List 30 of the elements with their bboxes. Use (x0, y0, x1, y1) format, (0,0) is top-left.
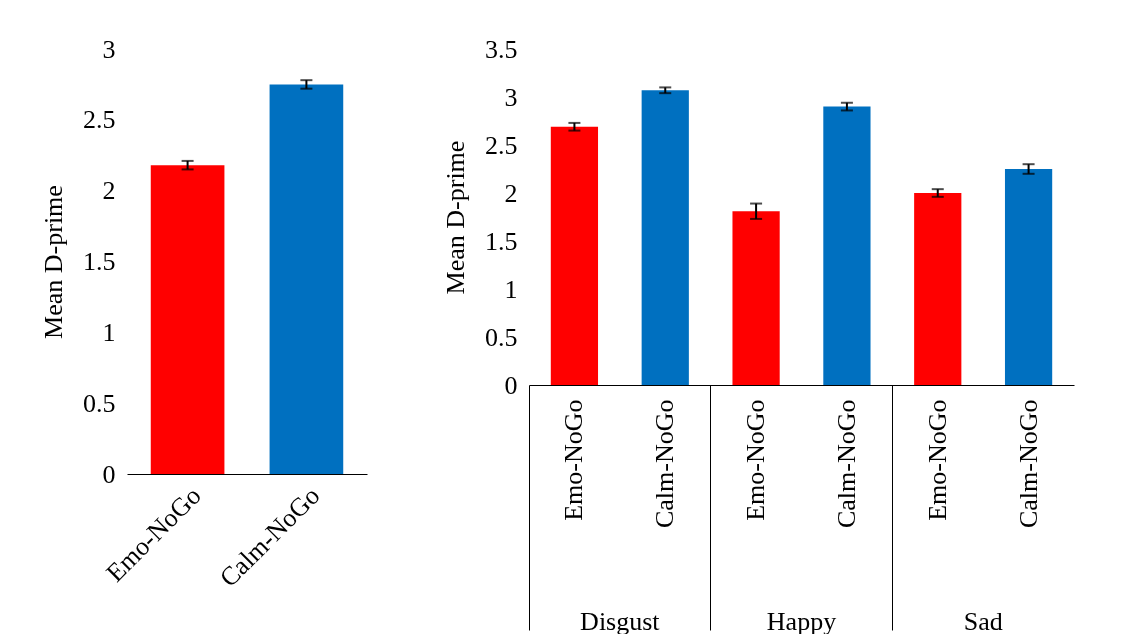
bar (732, 211, 780, 385)
x-tick-label: Calm-NoGo (650, 399, 680, 529)
y-tick-label: 1.5 (83, 247, 116, 276)
y-tick-label: 1.5 (485, 226, 518, 256)
x-tick-label: Calm-NoGo (1013, 399, 1043, 529)
bar (641, 90, 689, 385)
bar (823, 106, 871, 385)
y-axis-title: Mean D-prime (441, 140, 470, 295)
y-tick-label: 2.5 (83, 105, 116, 135)
y-tick-label: 0.5 (83, 388, 116, 418)
y-tick-label: 2 (102, 176, 116, 206)
y-tick-label: 2 (504, 178, 518, 208)
y-tick-label: 1 (504, 274, 518, 304)
bar (1004, 169, 1053, 385)
y-tick-label: 3.5 (485, 34, 518, 64)
y-tick-label: 2.5 (485, 130, 518, 160)
y-tick-label: 0 (504, 370, 518, 400)
y-tick-label: 0 (102, 459, 116, 489)
y-tick-label: 3 (504, 82, 518, 112)
x-tick-label: Calm-NoGo (831, 399, 861, 529)
bar (914, 193, 962, 385)
x-tick-label: Emo-NoGo (741, 399, 771, 521)
y-tick-label: 3 (102, 34, 116, 64)
y-tick-label: 0.5 (485, 322, 518, 352)
x-tick-label: Emo-NoGo (559, 399, 589, 521)
y-tick-label: 1 (102, 317, 116, 347)
y-axis-title: Mean D-prime (39, 185, 68, 339)
text: Sad (963, 606, 1003, 634)
bar (550, 126, 599, 385)
x-tick-label: Emo-NoGo (922, 399, 952, 521)
